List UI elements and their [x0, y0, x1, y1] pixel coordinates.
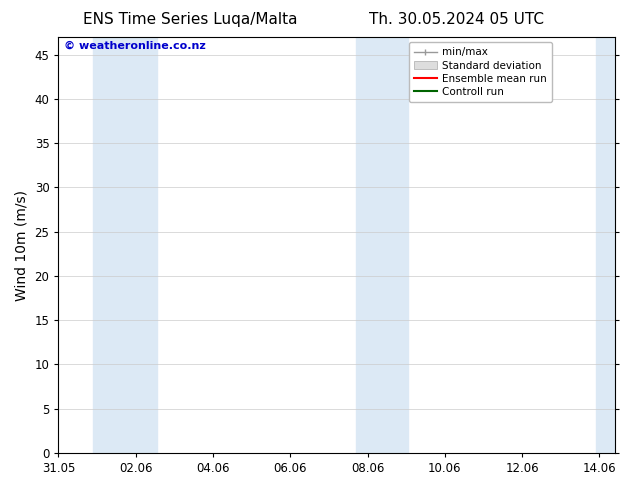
- Text: © weatheronline.co.nz: © weatheronline.co.nz: [64, 41, 206, 51]
- Y-axis label: Wind 10m (m/s): Wind 10m (m/s): [15, 190, 29, 300]
- Text: ENS Time Series Luqa/Malta: ENS Time Series Luqa/Malta: [83, 12, 297, 27]
- Text: Th. 30.05.2024 05 UTC: Th. 30.05.2024 05 UTC: [369, 12, 544, 27]
- Bar: [93, 37, 157, 453]
- Bar: [356, 37, 408, 453]
- Bar: [595, 37, 615, 453]
- Legend: min/max, Standard deviation, Ensemble mean run, Controll run: min/max, Standard deviation, Ensemble me…: [409, 42, 552, 102]
